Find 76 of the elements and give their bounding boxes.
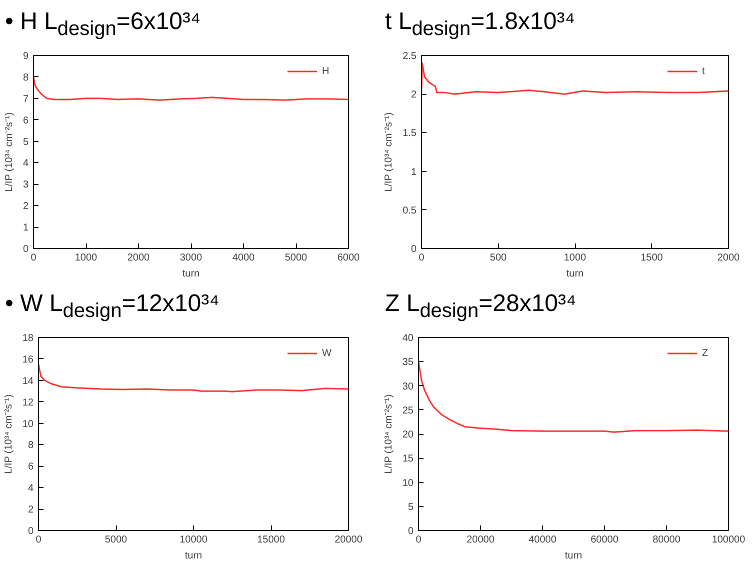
x-tick-label: 100000 [712,534,746,546]
y-tick-label: 3 [22,180,29,191]
x-tick-label: 0 [418,252,425,264]
x-tick-label: 0 [36,534,42,546]
x-axis-title: turn [184,550,202,562]
x-axis-title: turn [182,268,200,280]
y-tick-label: 30 [402,381,414,392]
x-tick-label: 5000 [104,534,128,546]
y-tick-label: 40 [402,333,414,344]
legend-label: Z [702,348,710,358]
x-tick-label: 1500 [640,252,664,264]
chart-title: • H L$_{design}$=6x10³⁴ [5,7,201,42]
y-tick-label: 7 [22,94,29,105]
x-tick-label: 15000 [257,534,286,546]
chart-title: t L$_{design}$=1.8x10³⁴ [385,7,576,42]
y-axis-title: L/IP (10³⁴ cm⁻²s⁻¹) [4,112,15,192]
legend-label: t [702,66,706,76]
y-tick-label: 2 [410,90,417,101]
line-series [422,62,728,95]
y-tick-label: 18 [22,333,34,344]
y-tick-label: 14 [22,376,34,387]
y-tick-label: 1 [22,222,29,234]
y-tick-label: 0 [408,526,414,537]
x-tick-label: 3000 [180,252,203,264]
chart-title: • W L$_{design}$=12x10³⁴ [5,289,220,324]
y-tick-label: 4 [28,483,34,494]
x-tick-label: 6000 [337,252,360,264]
x-tick-label: 2000 [127,252,150,264]
legend-label: W [322,348,332,358]
x-tick-label: 40000 [528,534,557,546]
x-tick-label: 5000 [284,252,308,264]
y-tick-label: 0 [410,244,417,255]
y-tick-label: 1 [410,166,417,178]
x-tick-label: 2000 [717,252,740,264]
y-tick-label: 1.5 [402,128,417,140]
legend-label: H [322,66,330,76]
x-tick-label: 20000 [334,534,363,546]
x-tick-label: 1000 [74,252,98,264]
line-series [38,364,348,392]
x-tick-label: 10000 [180,534,208,546]
y-tick-label: 2 [22,201,29,212]
y-tick-label: 5 [408,502,414,513]
y-tick-label: 12 [22,397,34,408]
y-tick-label: 0 [22,244,29,255]
x-tick-label: 4000 [232,252,256,264]
y-tick-label: 15 [402,454,414,465]
y-tick-label: 8 [28,440,34,452]
x-tick-label: 20000 [466,534,495,546]
x-tick-label: 80000 [652,534,681,546]
y-tick-label: 16 [22,354,34,366]
y-tick-label: 6 [22,115,29,126]
x-tick-label: 1000 [564,252,587,264]
line-series [418,360,728,433]
x-axis-title: turn [564,550,582,562]
y-tick-label: 6 [28,462,34,473]
y-tick-label: 0.5 [402,205,417,216]
chart-title: Z L$_{design}$=28x10³⁴ [385,289,576,324]
y-axis-title: L/IP (10³⁴ cm⁻²s⁻¹) [3,394,14,474]
y-tick-label: 20 [402,430,414,440]
y-tick-label: 8 [22,72,29,84]
y-tick-label: 25 [402,405,414,416]
y-axis-title: L/IP (10³⁴ cm⁻²s⁻¹) [383,394,394,474]
y-tick-label: 5 [22,136,29,148]
y-tick-label: 2 [28,504,34,516]
y-tick-label: 9 [22,51,29,62]
y-axis-title: L/IP (10³⁴ cm⁻²s⁻¹) [384,112,395,192]
y-tick-label: 2.5 [402,51,417,62]
x-tick-label: 60000 [590,534,619,546]
y-tick-label: 10 [22,418,34,430]
y-tick-label: 35 [402,357,414,368]
x-tick-label: 500 [490,252,508,264]
y-tick-label: 4 [22,158,29,170]
x-axis-title: turn [566,268,584,280]
y-tick-label: 10 [402,478,414,489]
y-tick-label: 0 [28,526,34,537]
line-series [34,76,348,101]
